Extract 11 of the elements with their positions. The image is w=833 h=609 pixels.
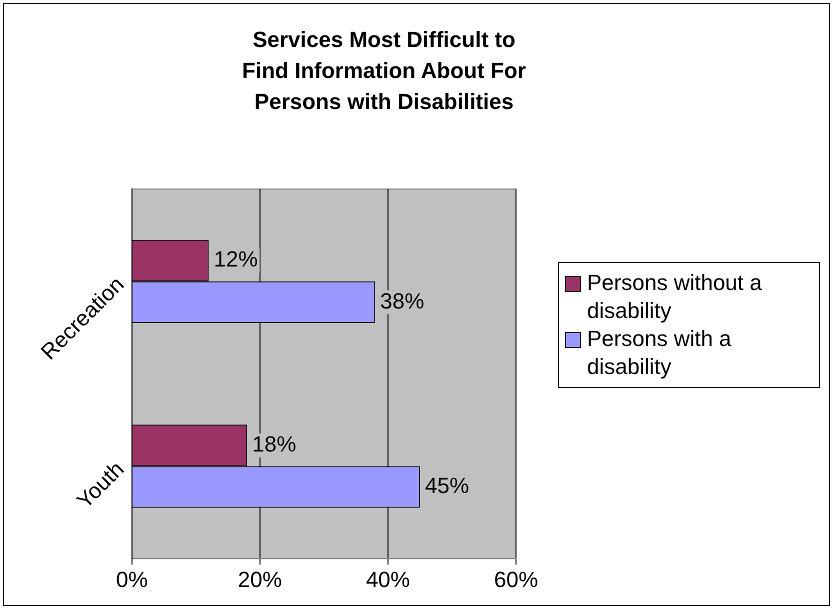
x-tick-label: 60%: [494, 566, 538, 592]
x-tick-label: 0%: [116, 566, 148, 592]
data-label: 12%: [214, 246, 258, 272]
data-label: 38%: [380, 288, 424, 314]
chart-title: Services Most Difficult to Find Information About For Persons with Disabilities: [241, 26, 527, 116]
legend-label: Persons with a disability: [587, 325, 732, 381]
x-tick-label: 40%: [366, 566, 410, 592]
legend-label: Persons without a disability: [587, 269, 763, 325]
data-label: 18%: [252, 431, 296, 456]
data-label: 45%: [424, 473, 470, 498]
x-tick-label: 20%: [238, 566, 282, 592]
